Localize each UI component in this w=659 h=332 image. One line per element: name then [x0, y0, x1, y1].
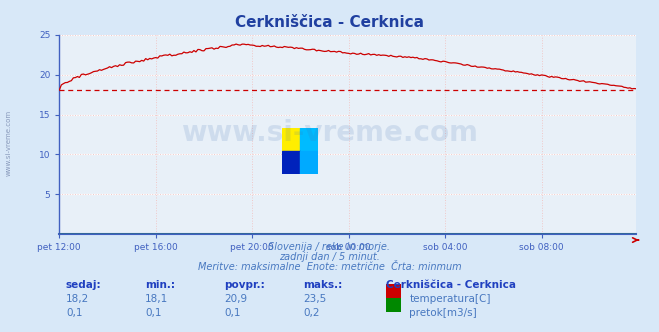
Text: temperatura[C]: temperatura[C] [409, 294, 491, 304]
Text: Meritve: maksimalne  Enote: metrične  Črta: minmum: Meritve: maksimalne Enote: metrične Črta… [198, 262, 461, 272]
Text: Cerkniščica - Cerknica: Cerkniščica - Cerknica [235, 15, 424, 30]
Text: 23,5: 23,5 [303, 294, 326, 304]
Bar [300, 151, 318, 174]
Text: www.si-vreme.com: www.si-vreme.com [181, 119, 478, 147]
Text: maks.:: maks.: [303, 280, 343, 290]
Text: 20,9: 20,9 [224, 294, 247, 304]
Text: pretok[m3/s]: pretok[m3/s] [409, 308, 477, 318]
Bar [282, 151, 300, 174]
Text: Cerkniščica - Cerknica: Cerkniščica - Cerknica [386, 280, 515, 290]
Bar [300, 128, 318, 151]
Text: 0,1: 0,1 [224, 308, 241, 318]
Text: 0,2: 0,2 [303, 308, 320, 318]
Text: www.si-vreme.com: www.si-vreme.com [5, 110, 12, 176]
Text: min.:: min.: [145, 280, 175, 290]
Text: 0,1: 0,1 [145, 308, 161, 318]
Text: 0,1: 0,1 [66, 308, 82, 318]
Bar [282, 128, 300, 151]
Text: Slovenija / reke in morje.: Slovenija / reke in morje. [268, 242, 391, 252]
Text: 18,1: 18,1 [145, 294, 168, 304]
Text: sedaj:: sedaj: [66, 280, 101, 290]
Text: 18,2: 18,2 [66, 294, 89, 304]
Text: zadnji dan / 5 minut.: zadnji dan / 5 minut. [279, 252, 380, 262]
Text: povpr.:: povpr.: [224, 280, 265, 290]
